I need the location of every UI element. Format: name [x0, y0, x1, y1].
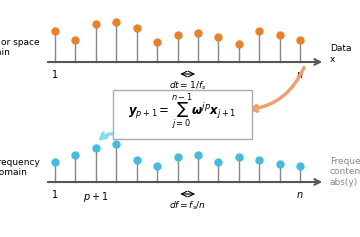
Text: Frequency
content
abs(y): Frequency content abs(y) [330, 157, 360, 187]
Text: Data
x: Data x [330, 44, 351, 64]
Text: 1: 1 [52, 70, 58, 80]
Text: 1: 1 [52, 190, 58, 200]
Text: n: n [297, 190, 303, 200]
Text: $\boldsymbol{y}_{p+1} = \sum_{j=0}^{n-1} \boldsymbol{\omega}^{jp}\boldsymbol{x}_: $\boldsymbol{y}_{p+1} = \sum_{j=0}^{n-1}… [128, 91, 237, 132]
Text: Time or space
domain: Time or space domain [0, 38, 40, 57]
FancyBboxPatch shape [113, 90, 252, 139]
Text: $p+1$: $p+1$ [83, 190, 109, 204]
Text: Frequency
domain: Frequency domain [0, 158, 40, 177]
Text: n: n [297, 70, 303, 80]
Text: $df = f_s/n$: $df = f_s/n$ [169, 199, 206, 211]
Text: $dt = 1/f_s$: $dt = 1/f_s$ [169, 79, 206, 91]
